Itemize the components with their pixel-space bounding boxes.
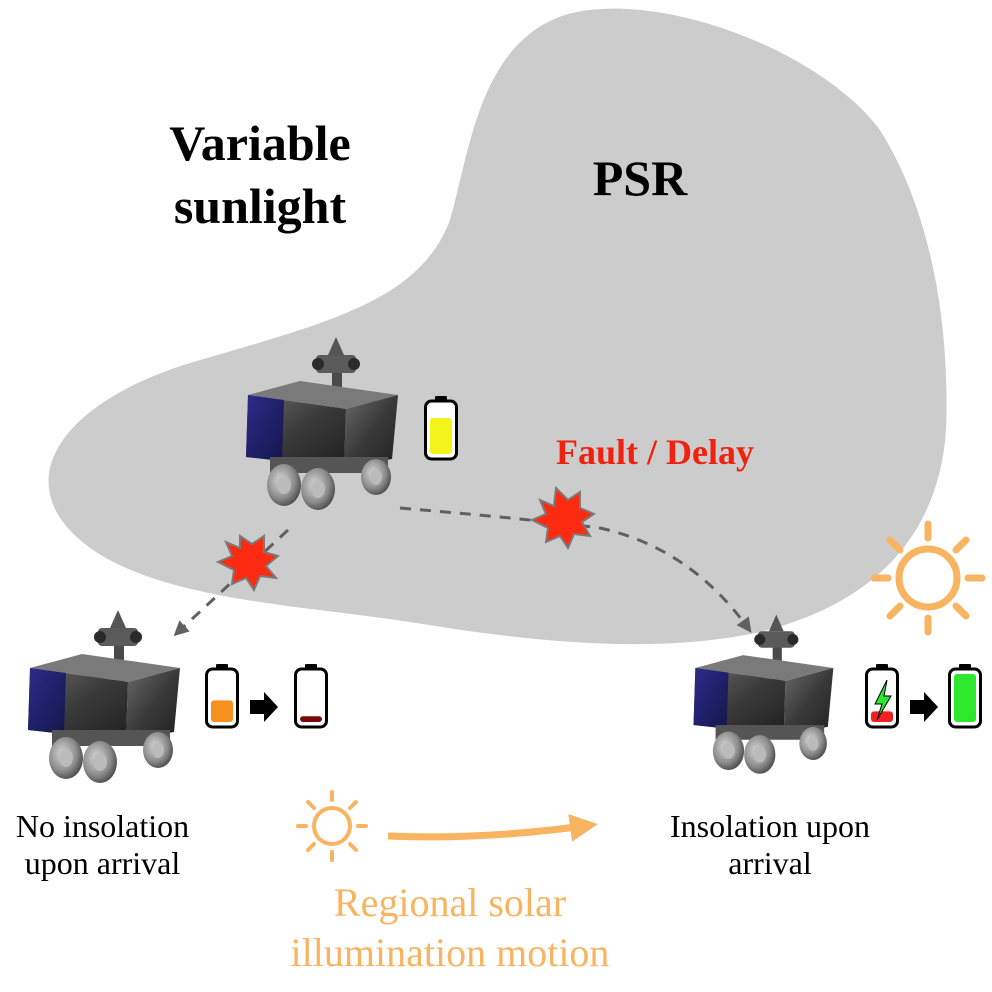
solar-motion-arrow xyxy=(387,813,598,842)
battery-icon xyxy=(205,662,239,729)
path-to-right-rover xyxy=(399,506,752,633)
arrow-icon xyxy=(910,692,938,722)
battery-icon xyxy=(865,662,899,729)
battery-icon xyxy=(424,394,458,461)
fault-delay-label: Fault / Delay xyxy=(556,432,754,472)
no-insolation-caption: No insolation upon arrival xyxy=(15,808,190,881)
psr-label: PSR xyxy=(592,150,688,206)
battery-icon xyxy=(294,662,328,729)
rover-icon xyxy=(28,610,180,783)
sun-icon xyxy=(296,790,368,862)
fault-burst-icon xyxy=(529,485,597,551)
regional-motion-label: Regional solar illumination motion xyxy=(290,880,610,975)
path-to-left-rover xyxy=(173,528,290,637)
variable-sunlight-label: Variable sunlight xyxy=(169,115,351,234)
psr-region xyxy=(48,8,947,645)
battery-icon xyxy=(948,662,982,729)
lightning-icon xyxy=(874,679,892,721)
insolation-caption: Insolation upon arrival xyxy=(670,808,870,881)
sun-icon xyxy=(870,520,986,636)
fault-burst-icon xyxy=(215,534,281,593)
arrow-icon xyxy=(250,692,278,722)
